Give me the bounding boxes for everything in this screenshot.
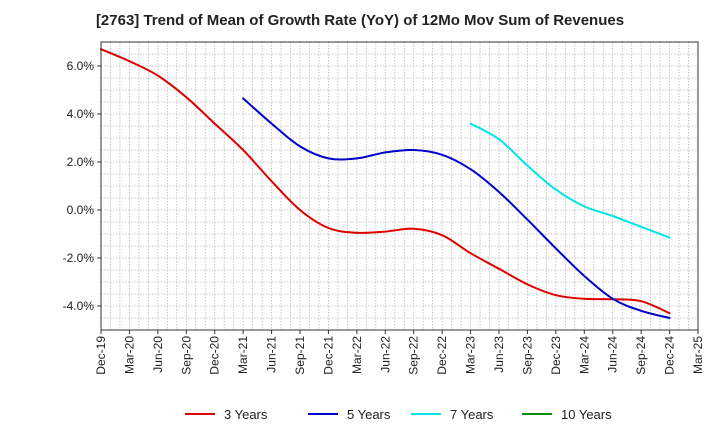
legend-label-10-years: 10 Years bbox=[561, 407, 612, 422]
legend-label-5-years: 5 Years bbox=[347, 407, 391, 422]
series-line-3-years bbox=[100, 48, 671, 315]
x-tick-label: Sep-24 bbox=[634, 336, 648, 375]
x-tick-label: Dec-21 bbox=[321, 336, 335, 375]
legend-label-7-years: 7 Years bbox=[450, 407, 494, 422]
x-tick-label: Mar-22 bbox=[350, 336, 364, 374]
y-tick-label: 0.0% bbox=[67, 203, 95, 217]
x-tick-label: Mar-23 bbox=[464, 336, 478, 374]
series-line-7-years bbox=[469, 122, 671, 239]
x-tick-label: Mar-25 bbox=[691, 336, 705, 374]
x-tick-label: Mar-24 bbox=[577, 336, 591, 374]
y-tick-label: -2.0% bbox=[63, 251, 95, 265]
x-tick-label: Dec-22 bbox=[435, 336, 449, 375]
x-tick-label: Sep-20 bbox=[179, 336, 193, 375]
series-line-5-years bbox=[242, 97, 671, 319]
grid-lines bbox=[101, 42, 698, 330]
plot-frame bbox=[100, 41, 699, 331]
y-tick-label: -4.0% bbox=[63, 299, 95, 313]
x-tick-label: Dec-24 bbox=[663, 336, 677, 375]
x-tick-label: Mar-21 bbox=[236, 336, 250, 374]
x-tick-label: Dec-20 bbox=[208, 336, 222, 375]
legend: 3 Years 5 Years 7 Years 10 Years bbox=[185, 407, 612, 422]
y-axis-labels: 6.0% 4.0% 2.0% 0.0% -2.0% -4.0% bbox=[63, 59, 101, 313]
x-tick-label: Jun-20 bbox=[151, 336, 165, 373]
x-tick-label: Mar-20 bbox=[122, 336, 136, 374]
x-tick-label: Sep-22 bbox=[407, 336, 421, 375]
x-tick-label: Jun-22 bbox=[378, 336, 392, 373]
y-tick-label: 4.0% bbox=[67, 107, 95, 121]
chart-title: [2763] Trend of Mean of Growth Rate (YoY… bbox=[95, 12, 625, 29]
legend-label-3-years: 3 Years bbox=[224, 407, 268, 422]
x-tick-label: Dec-19 bbox=[94, 336, 108, 375]
x-tick-label: Jun-23 bbox=[492, 336, 506, 373]
y-tick-label: 2.0% bbox=[67, 155, 95, 169]
x-tick-label: Sep-23 bbox=[520, 336, 534, 375]
y-tick-label: 6.0% bbox=[67, 59, 95, 73]
x-tick-label: Sep-21 bbox=[293, 336, 307, 375]
x-tick-label: Jun-24 bbox=[606, 336, 620, 373]
x-axis-labels: Dec-19 Mar-20 Jun-20 Sep-20 Dec-20 Mar-21 Jun-… bbox=[94, 330, 705, 375]
series-lines bbox=[100, 48, 671, 319]
x-tick-label: Jun-21 bbox=[265, 336, 279, 373]
x-tick-label: Dec-23 bbox=[549, 336, 563, 375]
